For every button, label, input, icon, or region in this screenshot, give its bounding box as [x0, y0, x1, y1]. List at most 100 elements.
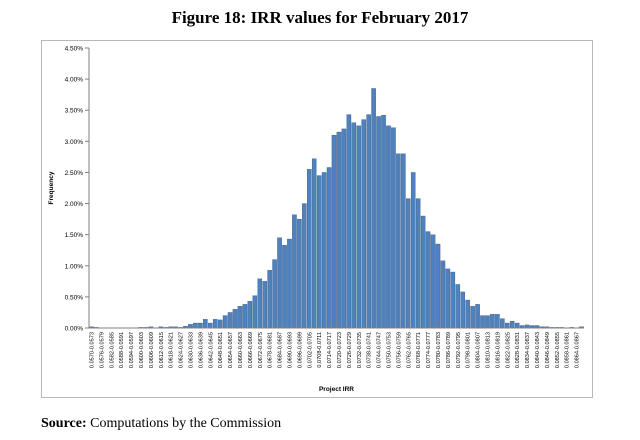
bar [450, 271, 456, 329]
x-tick-label: 0.0726-0.0729 [347, 332, 353, 368]
y-tick-label: 0.50% [65, 294, 84, 301]
source-text: Computations by the Commission [86, 416, 282, 431]
bar [326, 167, 332, 329]
x-tick-label: 0.0570-0.0573 [89, 332, 95, 368]
bar [435, 243, 441, 329]
y-tick-label: 2.00% [65, 201, 84, 208]
bar [475, 304, 480, 329]
source-note: Source: Computations by the Commission [41, 416, 281, 432]
y-tick-label: 4.00% [65, 77, 84, 84]
x-tick-label: 0.0684-0.0687 [278, 332, 284, 368]
bar [272, 259, 277, 329]
x-tick-label: 0.0762-0.0765 [406, 332, 412, 368]
bar [188, 324, 193, 329]
bar [460, 291, 466, 329]
bar [198, 322, 203, 329]
bar [401, 153, 406, 329]
x-tick-label: 0.0732-0.0735 [357, 332, 363, 368]
x-tick-label: 0.0594-0.0597 [129, 332, 135, 368]
bar [302, 203, 307, 329]
bar [311, 158, 317, 329]
x-tick-label: 0.0672-0.0675 [258, 332, 264, 368]
bar [207, 322, 213, 329]
x-tick-label: 0.0744-0.0747 [377, 332, 383, 368]
bar [391, 127, 396, 329]
x-tick-label: 0.0660-0.0663 [238, 332, 244, 368]
y-axis-title: Frequency [48, 171, 55, 204]
bar [465, 299, 470, 329]
bar [376, 116, 381, 329]
figure-title: Figure 18: IRR values for February 2017 [171, 8, 469, 27]
x-tick-label: 0.0816-0.0819 [495, 332, 501, 368]
bar [470, 306, 475, 329]
bar [282, 245, 287, 329]
x-tick-label: 0.0618-0.0621 [169, 332, 175, 368]
bar [420, 215, 426, 329]
bar [237, 306, 243, 329]
bar [321, 172, 327, 329]
x-tick-label: 0.0642-0.0645 [208, 332, 214, 368]
bar [509, 321, 515, 329]
bar [445, 268, 451, 329]
y-tick-label: 1.50% [65, 232, 84, 239]
bar [242, 304, 248, 329]
x-tick-label: 0.0648-0.0651 [218, 332, 224, 368]
bar [386, 125, 391, 329]
x-tick-label: 0.0756-0.0759 [396, 332, 402, 368]
bar [212, 319, 218, 329]
bar [222, 315, 228, 329]
bar [371, 88, 376, 329]
bar [405, 198, 411, 329]
y-tick-label: 1.00% [65, 263, 84, 270]
bar [356, 125, 362, 329]
x-tick-label: 0.0774-0.0777 [426, 332, 432, 368]
bar [336, 131, 342, 329]
bar [267, 269, 272, 329]
bar [490, 314, 495, 329]
bar [410, 172, 416, 329]
bar [381, 115, 386, 329]
x-tick-label: 0.0612-0.0615 [159, 332, 165, 368]
x-axis-title: Project IRR [319, 386, 354, 393]
x-tick-label: 0.0846-0.0849 [545, 332, 551, 368]
x-tick-label: 0.0720-0.0723 [337, 332, 343, 368]
bar [396, 153, 401, 329]
x-tick-label: 0.0588-0.0591 [119, 332, 125, 368]
y-tick-label: 2.50% [65, 170, 84, 177]
x-tick-label: 0.0666-0.0669 [248, 332, 254, 368]
x-tick-label: 0.0858-0.0861 [565, 332, 571, 368]
bar [485, 315, 490, 329]
bar [297, 218, 302, 329]
bar [366, 114, 371, 329]
x-tick-label: 0.0678-0.0681 [268, 332, 274, 368]
x-tick-label: 0.0798-0.0801 [466, 332, 472, 368]
x-tick-label: 0.0690-0.0693 [287, 332, 293, 368]
x-tick-label: 0.0828-0.0831 [515, 332, 521, 368]
bar [514, 322, 520, 329]
bar [292, 214, 297, 329]
bar [415, 198, 421, 329]
x-tick-label: 0.0810-0.0813 [485, 332, 491, 368]
bar [257, 278, 263, 329]
x-tick-label: 0.0834-0.0837 [525, 332, 531, 368]
bar [203, 319, 208, 329]
source-label: Source: [41, 416, 87, 431]
x-tick-label: 0.0738-0.0741 [367, 332, 373, 368]
x-tick-label: 0.0822-0.0825 [505, 332, 511, 368]
x-tick-label: 0.0786-0.0789 [446, 332, 452, 368]
x-tick-label: 0.0804-0.0807 [476, 332, 482, 368]
x-tick-label: 0.0630-0.0633 [188, 332, 194, 368]
bar [495, 314, 500, 329]
bar [306, 169, 312, 329]
x-tick-label: 0.0750-0.0753 [386, 332, 392, 368]
bar [277, 237, 282, 329]
bar [287, 238, 292, 329]
x-tick-label: 0.0852-0.0855 [555, 332, 561, 368]
x-tick-label: 0.0840-0.0843 [535, 332, 541, 368]
y-tick-label: 4.50% [65, 46, 84, 53]
x-tick-label: 0.0582-0.0585 [109, 332, 115, 368]
bar [425, 231, 431, 329]
bar [351, 122, 357, 329]
x-tick-label: 0.0792-0.0795 [456, 332, 462, 368]
x-tick-label: 0.0576-0.0579 [99, 332, 105, 368]
